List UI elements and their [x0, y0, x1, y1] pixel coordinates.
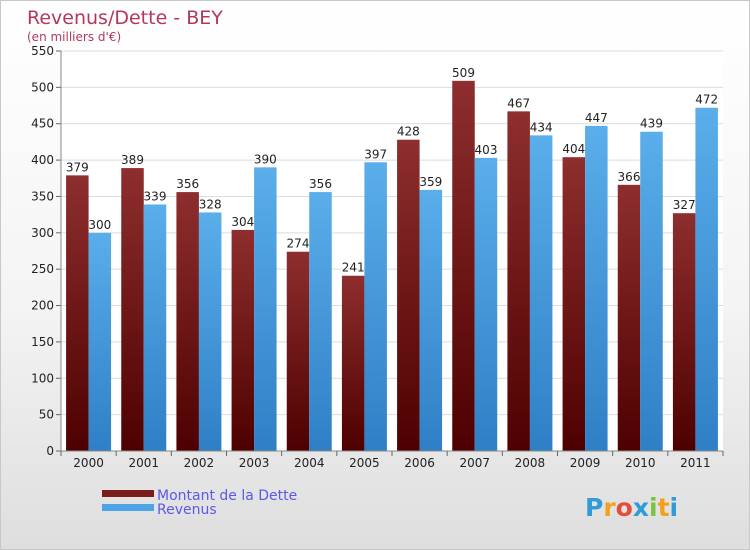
y-tick-label: 100 — [31, 371, 54, 385]
bar-debt — [231, 229, 255, 451]
logo-letter: i — [649, 493, 658, 522]
x-tick-label: 2005 — [349, 456, 380, 470]
logo-letter: r — [603, 493, 616, 522]
data-label: 356 — [176, 177, 199, 191]
data-label: 428 — [397, 125, 420, 139]
bar-revenus — [695, 107, 718, 452]
legend-label: Montant de la Dette — [157, 488, 297, 504]
bar-debt — [121, 168, 144, 451]
bar-debt — [66, 175, 89, 451]
logo-letter: t — [658, 493, 670, 522]
data-label: 300 — [88, 218, 111, 232]
logo-letter: o — [616, 493, 633, 522]
data-label: 389 — [121, 153, 144, 167]
x-tick-label: 2010 — [625, 456, 656, 470]
data-label: 404 — [562, 142, 585, 156]
y-tick-label: 50 — [39, 408, 54, 422]
bar-revenus — [529, 135, 553, 451]
bar-revenus — [143, 204, 167, 451]
bar-revenus — [309, 192, 332, 451]
data-label: 304 — [231, 215, 254, 229]
data-label: 356 — [309, 177, 332, 191]
y-tick-label: 300 — [31, 226, 54, 240]
x-tick-label: 2001 — [128, 456, 159, 470]
bar-debt — [672, 213, 696, 451]
bar-debt — [286, 251, 310, 451]
chart-subtitle: (en milliers d'€) — [27, 30, 121, 44]
data-label: 241 — [342, 261, 365, 275]
bar-revenus — [198, 212, 222, 451]
y-tick-label: 250 — [31, 262, 54, 276]
data-label: 509 — [452, 66, 475, 80]
bar-debt — [341, 275, 365, 451]
data-label: 274 — [287, 237, 310, 251]
data-label: 439 — [640, 117, 663, 131]
y-tick-label: 500 — [31, 80, 54, 94]
y-tick-label: 150 — [31, 335, 54, 349]
bar-revenus — [88, 232, 112, 451]
data-label: 403 — [475, 143, 498, 157]
y-tick-label: 400 — [31, 153, 54, 167]
data-label: 467 — [507, 96, 530, 110]
data-label: 379 — [66, 160, 89, 174]
y-tick-label: 450 — [31, 117, 54, 131]
legend-swatch — [102, 490, 154, 497]
bar-debt — [562, 157, 586, 451]
data-label: 359 — [419, 175, 442, 189]
bar-debt — [397, 139, 420, 451]
x-tick-label: 2002 — [184, 456, 215, 470]
x-tick-label: 2009 — [570, 456, 601, 470]
bar-revenus — [419, 189, 443, 451]
logo-letter: x — [633, 493, 649, 522]
x-tick-label: 2003 — [239, 456, 270, 470]
y-tick-label: 200 — [31, 299, 54, 313]
y-tick-label: 550 — [31, 44, 54, 58]
x-tick-label: 2008 — [515, 456, 546, 470]
bar-debt — [617, 184, 641, 451]
chart-title: Revenus/Dette - BEY — [27, 7, 223, 29]
bar-revenus — [640, 131, 663, 451]
x-tick-label: 2011 — [680, 456, 711, 470]
bar-debt — [176, 192, 199, 451]
data-label: 366 — [618, 170, 641, 184]
plot-area — [61, 51, 723, 451]
data-label: 339 — [144, 189, 167, 203]
logo-letter: P — [585, 493, 603, 522]
x-tick-label: 2006 — [404, 456, 435, 470]
x-tick-label: 2004 — [294, 456, 325, 470]
bar-revenus — [254, 167, 277, 451]
y-tick-label: 0 — [46, 444, 54, 458]
y-tick-label: 350 — [31, 189, 54, 203]
data-label: 434 — [530, 120, 553, 134]
legend-swatch — [102, 504, 154, 511]
data-label: 397 — [364, 147, 387, 161]
data-label: 447 — [585, 111, 608, 125]
bar-revenus — [585, 125, 608, 451]
proxiti-logo: Proxiti — [585, 493, 678, 522]
bar-revenus — [364, 162, 387, 452]
logo-letter: i — [670, 493, 679, 522]
bar-revenus — [474, 157, 498, 451]
bar-debt — [507, 111, 530, 451]
data-label: 390 — [254, 152, 277, 166]
data-label: 327 — [673, 198, 696, 212]
data-label: 472 — [695, 93, 718, 107]
bar-debt — [452, 80, 475, 452]
data-label: 328 — [199, 197, 222, 211]
x-tick-label: 2000 — [73, 456, 104, 470]
x-tick-label: 2007 — [459, 456, 490, 470]
legend-label: Revenus — [157, 502, 217, 518]
